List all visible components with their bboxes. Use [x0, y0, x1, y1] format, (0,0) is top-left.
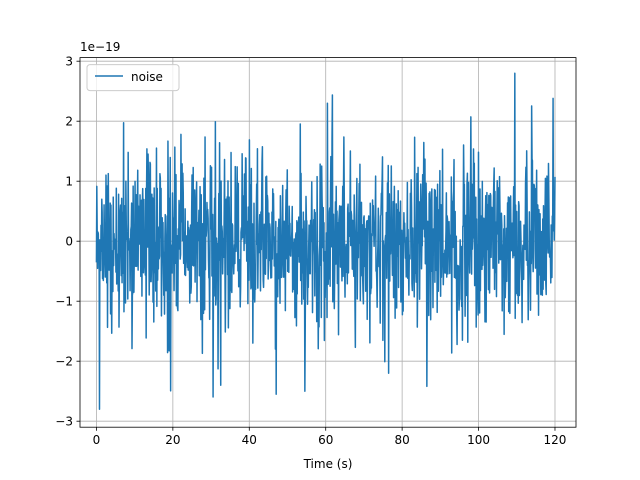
x-tick-label: 60 — [318, 433, 333, 447]
x-tick-label: 80 — [394, 433, 409, 447]
y-tick-label: 2 — [65, 115, 73, 129]
y-tick-label: −1 — [55, 295, 73, 309]
y-tick-label: −2 — [55, 355, 73, 369]
axes-frame — [79, 57, 577, 428]
series-line-noise — [95, 72, 556, 410]
legend-label: noise — [131, 70, 163, 84]
x-tick-label: 100 — [467, 433, 490, 447]
y-tick-label: 3 — [65, 55, 73, 69]
y-tick-label: −3 — [55, 415, 73, 429]
x-tick-label: 120 — [544, 433, 567, 447]
data-area — [95, 72, 556, 410]
y-tick-label: 1 — [65, 175, 73, 189]
y-offset-text: 1e−19 — [80, 40, 120, 54]
x-axis-label: Time (s) — [303, 457, 353, 471]
legend-box — [86, 64, 180, 92]
legend: noise — [86, 64, 180, 92]
x-tick-label: 40 — [242, 433, 257, 447]
x-tick-label: 20 — [165, 433, 180, 447]
x-tick-label: 0 — [93, 433, 101, 447]
y-tick-label: 0 — [65, 235, 73, 249]
ticks: 0 20 40 60 80 100 120 −3 −2 −1 0 1 2 3 — [55, 55, 566, 448]
